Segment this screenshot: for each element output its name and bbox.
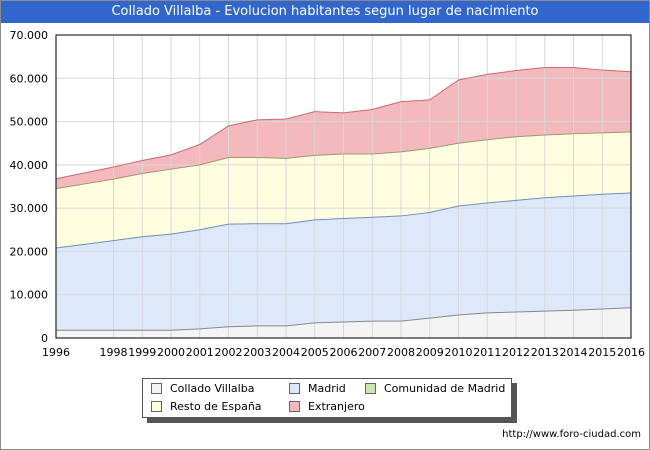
- x-tick-label: 2001: [186, 346, 214, 359]
- legend-swatch-comunidad-de-madrid: [365, 382, 376, 394]
- x-tick-label: 2012: [502, 346, 530, 359]
- x-tick-label: 2004: [272, 346, 300, 359]
- legend-swatch-extranjero: [289, 400, 300, 412]
- legend-item-resto-de-espana: Resto de España: [151, 400, 262, 414]
- x-tick-label: 2003: [243, 346, 271, 359]
- y-tick-label: 0: [41, 332, 48, 345]
- legend: Collado Villalba Madrid Comunidad de Mad…: [142, 378, 512, 418]
- y-tick-label: 20.000: [10, 245, 49, 258]
- legend-swatch-madrid: [289, 382, 300, 394]
- y-tick-label: 40.000: [10, 159, 49, 172]
- x-tick-label: 2009: [416, 346, 444, 359]
- x-tick-label: 2008: [387, 346, 415, 359]
- legend-label-madrid: Madrid: [308, 382, 346, 395]
- series-line-extranjero: [55, 66, 632, 180]
- x-tick-label: 2006: [330, 346, 358, 359]
- x-tick-label: 2005: [301, 346, 329, 359]
- y-tick-label: 70.000: [10, 29, 49, 42]
- series-line-resto-de-espa-a: [55, 131, 632, 190]
- legend-label-resto-de-espana: Resto de España: [170, 400, 262, 413]
- chart-title: Collado Villalba - Evolucion habitantes …: [1, 1, 649, 23]
- x-tick-label: 2013: [531, 346, 559, 359]
- x-tick-label: 1998: [100, 346, 128, 359]
- series-line-madrid: [55, 192, 632, 249]
- legend-item-extranjero: Extranjero: [289, 400, 365, 414]
- y-tick-label: 10.000: [10, 289, 49, 302]
- legend-label-collado-villalba: Collado Villalba: [170, 382, 255, 395]
- y-tick-label: 50.000: [10, 116, 49, 129]
- x-tick-label: 1996: [42, 346, 70, 359]
- y-tick-label: 60.000: [10, 72, 49, 85]
- x-tick-label: 2016: [617, 346, 645, 359]
- x-tick-label: 2011: [473, 346, 501, 359]
- x-tick-label: 2002: [215, 346, 243, 359]
- x-tick-label: 2010: [445, 346, 473, 359]
- legend-label-extranjero: Extranjero: [308, 400, 365, 413]
- y-tick-label: 30.000: [10, 202, 49, 215]
- x-tick-label: 2015: [588, 346, 616, 359]
- legend-item-madrid: Madrid: [289, 382, 346, 396]
- series-line-collado-villalba: [56, 307, 632, 331]
- legend-swatch-collado-villalba: [151, 382, 162, 394]
- x-tick-label: 2014: [560, 346, 588, 359]
- source-credit: http://www.foro-ciudad.com: [502, 429, 641, 440]
- legend-swatch-resto-de-espana: [151, 400, 162, 412]
- legend-label-comunidad-de-madrid: Comunidad de Madrid: [384, 382, 506, 395]
- x-tick-label: 1999: [128, 346, 156, 359]
- x-tick-label: 2007: [358, 346, 386, 359]
- legend-item-collado-villalba: Collado Villalba: [151, 382, 254, 396]
- x-tick-label: 2000: [157, 346, 185, 359]
- legend-item-comunidad-de-madrid: Comunidad de Madrid: [365, 382, 505, 396]
- plot-border: [55, 34, 632, 339]
